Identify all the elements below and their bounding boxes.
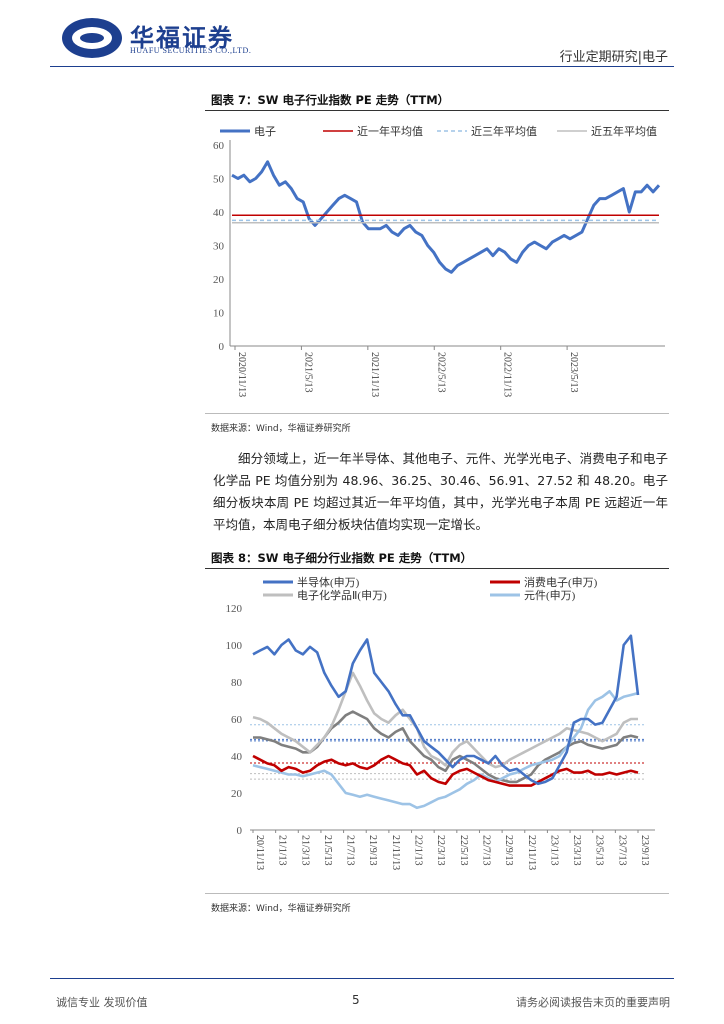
body-paragraph: 细分领域上，近一年半导体、其他电子、元件、光学光电子、消费电子和电子化学品 PE… bbox=[213, 451, 668, 532]
y-tick-label: 20 bbox=[213, 274, 225, 286]
figure8-chart: 半导体(申万) 消费电子(申万) 电子化学品Ⅱ(申万) 元件(申万) 0 20 40 60 8… bbox=[226, 575, 655, 870]
series-line bbox=[253, 710, 639, 784]
legend-label: 消费电子(申万) bbox=[524, 575, 598, 589]
page-number: 5 bbox=[352, 993, 360, 1007]
figure7-axes: 0 10 20 30 40 50 60 2020/11/13 2021/5/13 2021/11/… bbox=[213, 140, 665, 397]
figure8-title: 图表 8：SW 电子细分行业指数 PE 走势（TTM） bbox=[211, 551, 473, 565]
figure8-top-rule bbox=[205, 568, 669, 569]
figure8-lines bbox=[250, 634, 645, 810]
legend-label: 半导体(申万) bbox=[297, 575, 360, 589]
y-tick-label: 40 bbox=[231, 751, 243, 763]
figure8-legend: 半导体(申万) 消费电子(申万) 电子化学品Ⅱ(申万) 元件(申万) bbox=[263, 575, 598, 602]
company-name-en: HUAFU SECURITIES CO.,LTD. bbox=[130, 46, 252, 55]
legend-label: 近五年平均值 bbox=[591, 124, 657, 138]
y-tick-label: 80 bbox=[231, 677, 243, 689]
x-tick-label: 22/3/13 bbox=[435, 835, 446, 866]
series-line bbox=[231, 160, 661, 274]
x-tick-label: 20/11/13 bbox=[254, 835, 265, 870]
y-tick-label: 30 bbox=[213, 241, 225, 253]
footer-divider bbox=[50, 978, 674, 979]
x-tick-label: 2020/11/13 bbox=[236, 352, 247, 397]
y-tick-label: 60 bbox=[213, 140, 225, 152]
x-tick-label: 2022/5/13 bbox=[435, 352, 446, 393]
x-tick-label: 22/5/13 bbox=[458, 835, 469, 866]
x-tick-label: 2023/5/13 bbox=[568, 352, 579, 393]
x-tick-label: 22/1/13 bbox=[413, 835, 424, 866]
legend-label: 电子化学品Ⅱ(申万) bbox=[297, 588, 387, 602]
figure7-lines bbox=[231, 160, 661, 274]
figure7-bottom-rule bbox=[205, 413, 669, 414]
y-tick-label: 50 bbox=[213, 174, 225, 186]
x-tick-label: 22/9/13 bbox=[503, 835, 514, 866]
y-tick-label: 120 bbox=[226, 603, 243, 615]
x-tick-label: 23/5/13 bbox=[594, 835, 605, 866]
x-tick-label: 23/9/13 bbox=[639, 835, 650, 866]
figure8-source: 数据来源：Wind，华福证券研究所 bbox=[211, 904, 351, 914]
x-tick-label: 21/9/13 bbox=[367, 835, 378, 866]
x-tick-label: 21/5/13 bbox=[322, 835, 333, 866]
legend-label: 近三年平均值 bbox=[471, 124, 537, 138]
series-line bbox=[252, 671, 638, 769]
series-line bbox=[252, 634, 640, 786]
figure7-top-rule bbox=[205, 110, 669, 111]
company-logo bbox=[62, 18, 122, 58]
x-tick-label: 21/7/13 bbox=[345, 835, 356, 866]
x-tick-label: 21/1/13 bbox=[277, 835, 288, 866]
y-tick-label: 100 bbox=[226, 640, 243, 652]
legend-label: 元件(申万) bbox=[524, 589, 576, 602]
x-tick-label: 2022/11/13 bbox=[502, 352, 513, 397]
x-tick-label: 23/7/13 bbox=[616, 835, 627, 866]
x-tick-label: 22/11/13 bbox=[526, 835, 537, 870]
legend-label: 电子 bbox=[254, 125, 276, 138]
y-tick-label: 0 bbox=[219, 341, 225, 353]
figure7-chart: 电子 近一年平均值 近三年平均值 近五年平均值 0 10 20 30 40 50 60 2020/1… bbox=[213, 124, 665, 397]
company-name-cn: 华福证券 bbox=[130, 23, 234, 52]
x-tick-label: 23/3/13 bbox=[571, 835, 582, 866]
x-tick-label: 2021/5/13 bbox=[302, 352, 313, 393]
figure8-axes: 0 20 40 60 80 100 120 20/11/13 21/1/13 21/3/13 21/… bbox=[226, 603, 655, 870]
x-tick-label: 21/3/13 bbox=[299, 835, 310, 866]
footer-disclaimer: 请务必阅读报告末页的重要声明 bbox=[516, 996, 670, 1009]
figure7-source: 数据来源：Wind，华福证券研究所 bbox=[211, 424, 351, 434]
figure8-bottom-rule bbox=[205, 893, 669, 894]
x-tick-label: 2021/11/13 bbox=[369, 352, 380, 397]
x-tick-label: 21/11/13 bbox=[390, 835, 401, 870]
y-tick-label: 0 bbox=[237, 825, 243, 837]
report-type: 行业定期研究|电子 bbox=[559, 50, 668, 65]
figure7-legend: 电子 近一年平均值 近三年平均值 近五年平均值 bbox=[220, 124, 657, 138]
figure7-title: 图表 7：SW 电子行业指数 PE 走势（TTM） bbox=[211, 93, 450, 107]
footer-slogan: 诚信专业 发现价值 bbox=[56, 996, 148, 1009]
y-tick-label: 10 bbox=[213, 308, 225, 320]
series-line bbox=[252, 690, 639, 810]
x-tick-label: 23/1/13 bbox=[548, 835, 559, 866]
y-tick-label: 20 bbox=[231, 788, 243, 800]
header-divider bbox=[50, 66, 674, 67]
y-tick-label: 40 bbox=[213, 207, 225, 219]
legend-label: 近一年平均值 bbox=[357, 124, 423, 138]
y-tick-label: 60 bbox=[231, 714, 243, 726]
series-line bbox=[252, 754, 639, 787]
x-tick-label: 22/7/13 bbox=[480, 835, 491, 866]
